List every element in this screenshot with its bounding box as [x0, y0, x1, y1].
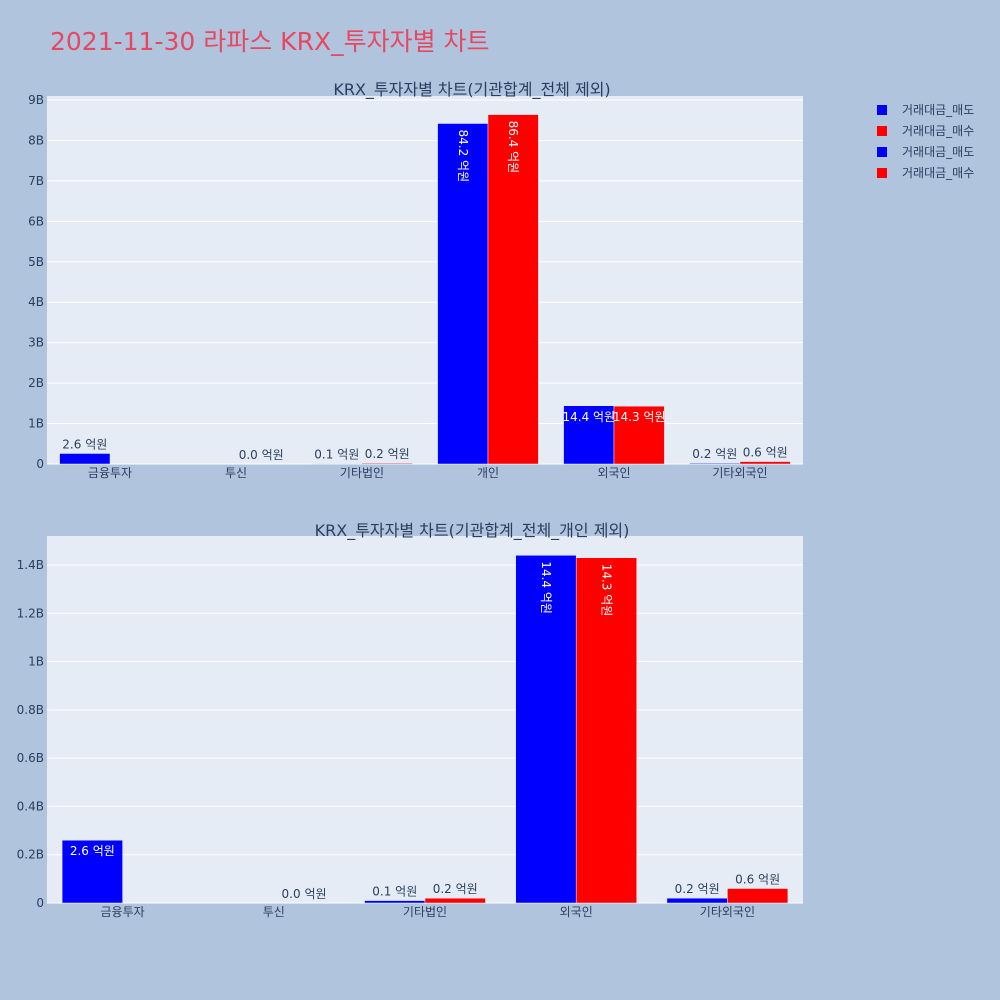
- x-tick-label: 기타법인: [340, 466, 384, 480]
- y-tick-label: 1.2B: [17, 606, 44, 620]
- bar[interactable]: [515, 555, 577, 904]
- chart-bottom: 0 0.2B 0.4B 0.6B 0.8B 1B 1.2B 1.4B KRX_투자자별 차트(기…: [17, 521, 803, 919]
- page-title: 2021-11-30 라파스 KRX_투자자별 차트: [50, 27, 490, 56]
- bar[interactable]: [563, 405, 615, 465]
- legend-label[interactable]: 거래대금_매수: [902, 166, 974, 180]
- y-tick-label: 0: [36, 457, 44, 471]
- bar[interactable]: [424, 897, 486, 904]
- bar-data-label: 0.6 억원: [743, 446, 788, 460]
- chart-top: 0 1B 2B 3B 4B 5B 6B 7B 8B 9B KRX_투자자별 차트(기관합계_전체 제…: [28, 80, 803, 480]
- x-tick-label: 기타외국인: [712, 466, 767, 480]
- legend-swatch[interactable]: [877, 126, 887, 136]
- y-tick-label: 0.8B: [17, 703, 44, 717]
- bar[interactable]: [575, 557, 637, 904]
- y-tick-label: 1.4B: [17, 558, 44, 572]
- x-tick-label: 기타법인: [403, 905, 447, 919]
- bar[interactable]: [437, 123, 489, 465]
- x-tick-label: 개인: [477, 466, 499, 480]
- plot-area: [47, 96, 803, 464]
- bar-data-label: 0.1 억원: [314, 448, 359, 462]
- y-tick-label: 0.2B: [17, 848, 44, 862]
- bar-data-label: 0.2 억원: [433, 882, 478, 896]
- legend-swatch[interactable]: [877, 168, 887, 178]
- y-tick-label: 6B: [28, 214, 44, 228]
- bar-data-label: 86.4 억원: [506, 121, 520, 174]
- x-tick-label: 투신: [263, 905, 285, 919]
- bar-data-label: 0.1 억원: [372, 885, 417, 899]
- y-tick-label: 0.6B: [17, 751, 44, 765]
- bar-data-label: 14.3 억원: [613, 410, 666, 424]
- bar[interactable]: [689, 462, 741, 465]
- x-tick-label: 투신: [225, 466, 247, 480]
- bar[interactable]: [364, 900, 426, 904]
- bar-data-label: 14.4 억원: [539, 561, 553, 614]
- legend-label[interactable]: 거래대금_매도: [902, 103, 974, 117]
- bar-data-label: 14.3 억원: [599, 564, 613, 617]
- bar[interactable]: [361, 462, 413, 465]
- bar[interactable]: [487, 114, 539, 465]
- plot-area: [47, 536, 803, 903]
- bar-data-label: 0.2 억원: [675, 882, 720, 896]
- y-tick-label: 3B: [28, 336, 44, 350]
- bar-data-label: 2.6 억원: [70, 844, 115, 858]
- bar-data-label: 0.0 억원: [282, 887, 327, 901]
- bar[interactable]: [59, 453, 111, 465]
- y-tick-label: 8B: [28, 133, 44, 147]
- bar[interactable]: [666, 897, 728, 904]
- y-tick-label: 2B: [28, 376, 44, 390]
- y-tick-label: 1B: [28, 655, 44, 669]
- y-tick-label: 1B: [28, 417, 44, 431]
- y-tick-label: 0.4B: [17, 799, 44, 813]
- x-tick-label: 기타외국인: [700, 905, 755, 919]
- chart-subtitle: KRX_투자자별 차트(기관합계_전체_개인 제외): [315, 521, 630, 541]
- y-tick-label: 9B: [28, 93, 44, 107]
- legend-swatch[interactable]: [877, 147, 887, 157]
- bar-data-label: 0.2 억원: [365, 447, 410, 461]
- bar-data-label: 2.6 억원: [62, 437, 107, 451]
- bar-data-label: 14.4 억원: [562, 410, 615, 424]
- x-tick-label: 금융투자: [101, 905, 145, 919]
- bar-data-label: 0.2 억원: [692, 447, 737, 461]
- y-tick-label: 0: [36, 896, 44, 910]
- bar[interactable]: [61, 839, 123, 904]
- x-tick-label: 외국인: [560, 905, 593, 919]
- legend-label[interactable]: 거래대금_매수: [902, 124, 974, 138]
- chart-subtitle: KRX_투자자별 차트(기관합계_전체 제외): [333, 80, 610, 100]
- bar-data-label: 0.6 억원: [735, 873, 780, 887]
- bar[interactable]: [727, 888, 789, 904]
- bar-data-label: 84.2 억원: [456, 129, 470, 182]
- y-tick-label: 4B: [28, 295, 44, 309]
- bar-data-label: 0.0 억원: [239, 448, 284, 462]
- bar[interactable]: [739, 461, 791, 465]
- bar[interactable]: [613, 405, 665, 465]
- y-tick-label: 7B: [28, 174, 44, 188]
- y-tick-label: 5B: [28, 255, 44, 269]
- legend-label[interactable]: 거래대금_매도: [902, 145, 974, 159]
- x-tick-label: 금융투자: [88, 466, 132, 480]
- x-tick-label: 외국인: [597, 466, 630, 480]
- legend-swatch[interactable]: [877, 105, 887, 115]
